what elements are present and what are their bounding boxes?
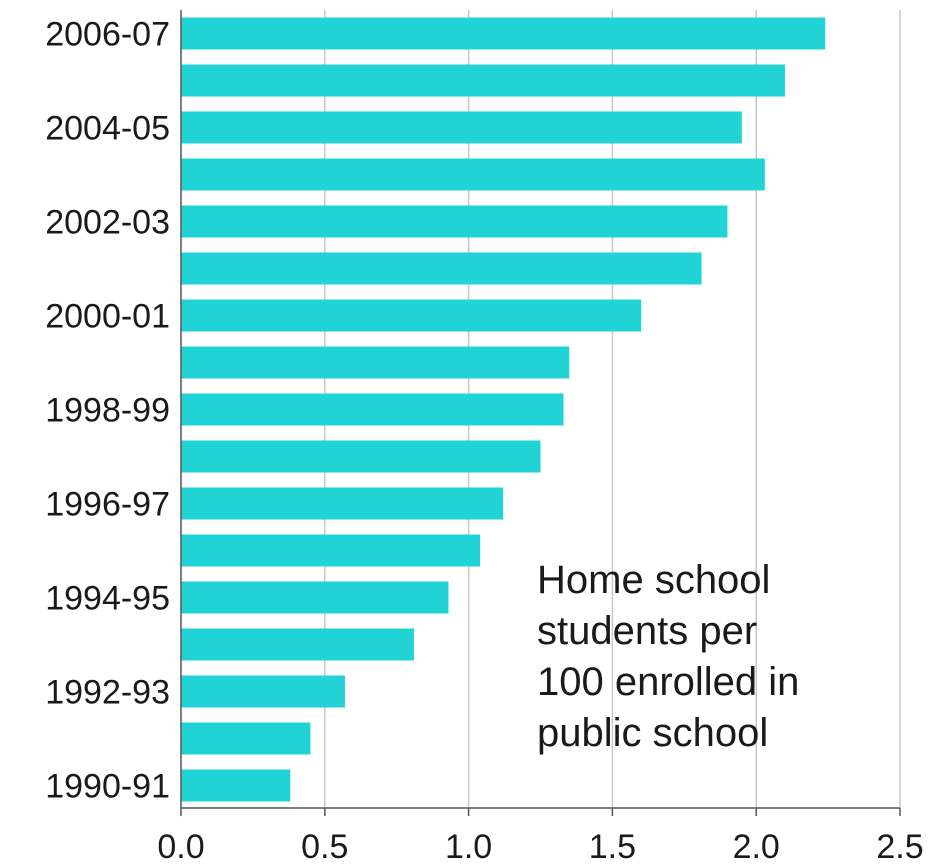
annotation-line-2: students per [537, 609, 757, 653]
chart-annotation: Home school students per 100 enrolled in… [537, 558, 811, 755]
x-tick-labels: 0.0 0.5 1.0 1.5 2.0 2.5 [157, 808, 924, 866]
bar-1999-00 [181, 346, 570, 379]
bar-1990-91 [181, 769, 291, 802]
bar-1996-97 [181, 487, 504, 520]
y-tick-label-2000-01: 2000-01 [45, 298, 170, 336]
annotation-line-4: public school [537, 711, 768, 755]
y-tick-label-1992-93: 1992-93 [45, 674, 170, 712]
bar-1993-94 [181, 628, 414, 661]
y-tick-label-1996-97: 1996-97 [45, 486, 170, 524]
bar-1995-96 [181, 534, 481, 567]
bar-2005-06 [181, 64, 785, 97]
bar-2004-05 [181, 111, 742, 144]
y-tick-labels: 1990-91 1992-93 1994-95 1996-97 1998-99 2000-… [45, 16, 170, 806]
y-tick-label-1998-99: 1998-99 [45, 392, 170, 430]
bar-1992-93 [181, 675, 345, 708]
bar-2006-07 [181, 17, 826, 50]
y-tick-label-1990-91: 1990-91 [45, 768, 170, 806]
x-tick-label-5: 2.5 [876, 828, 923, 866]
y-tick-label-2004-05: 2004-05 [45, 110, 170, 148]
y-tick-label-2006-07: 2006-07 [45, 16, 170, 54]
y-tick-label-2002-03: 2002-03 [45, 204, 170, 242]
bar-1994-95 [181, 581, 449, 614]
annotation-line-1: Home school [537, 558, 770, 602]
annotation-line-3: 100 enrolled in [537, 660, 799, 704]
bar-1998-99 [181, 393, 564, 426]
bar-2001-02 [181, 252, 702, 285]
bars [181, 17, 826, 802]
bar-2000-01 [181, 299, 642, 332]
x-tick-label-0: 0.0 [157, 828, 204, 866]
bar-2003-04 [181, 158, 765, 191]
x-tick-label-1: 0.5 [301, 828, 348, 866]
bar-2002-03 [181, 205, 728, 238]
x-tick-label-2: 1.0 [445, 828, 492, 866]
bar-1997-98 [181, 440, 541, 473]
y-tick-label-1994-95: 1994-95 [45, 580, 170, 618]
x-tick-label-3: 1.5 [589, 828, 636, 866]
bar-1991-92 [181, 722, 311, 755]
x-tick-label-4: 2.0 [733, 828, 780, 866]
